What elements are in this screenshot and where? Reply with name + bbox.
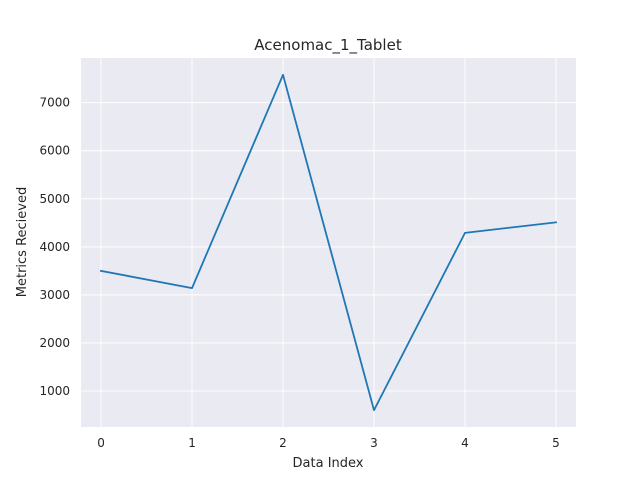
y-tick-labels: 1000 2000 3000 4000 5000 6000 7000 (39, 96, 70, 398)
x-tick-label: 1 (188, 436, 196, 450)
x-gridlines (100, 58, 557, 427)
x-tick-label: 4 (461, 436, 469, 450)
series-line (99, 73, 557, 412)
x-tick-labels: 0 1 2 3 4 5 (97, 436, 560, 450)
y-gridlines (81, 102, 576, 392)
x-tick-label: 2 (279, 436, 287, 450)
x-axis-label: Data Index (293, 456, 364, 471)
y-tick-label: 1000 (39, 384, 70, 398)
chart-title: Acenomac_1_Tablet (254, 36, 402, 55)
y-tick-label: 4000 (39, 240, 70, 254)
x-tick-label: 0 (97, 436, 105, 450)
series-layer (99, 73, 557, 412)
y-tick-label: 3000 (39, 288, 70, 302)
y-tick-label: 6000 (39, 144, 70, 158)
y-tick-label: 7000 (39, 96, 70, 110)
x-tick-label: 3 (370, 436, 378, 450)
y-tick-label: 2000 (39, 336, 70, 350)
y-tick-label: 5000 (39, 192, 70, 206)
x-tick-label: 5 (552, 436, 560, 450)
y-axis-label: Metrics Recieved (15, 187, 30, 297)
